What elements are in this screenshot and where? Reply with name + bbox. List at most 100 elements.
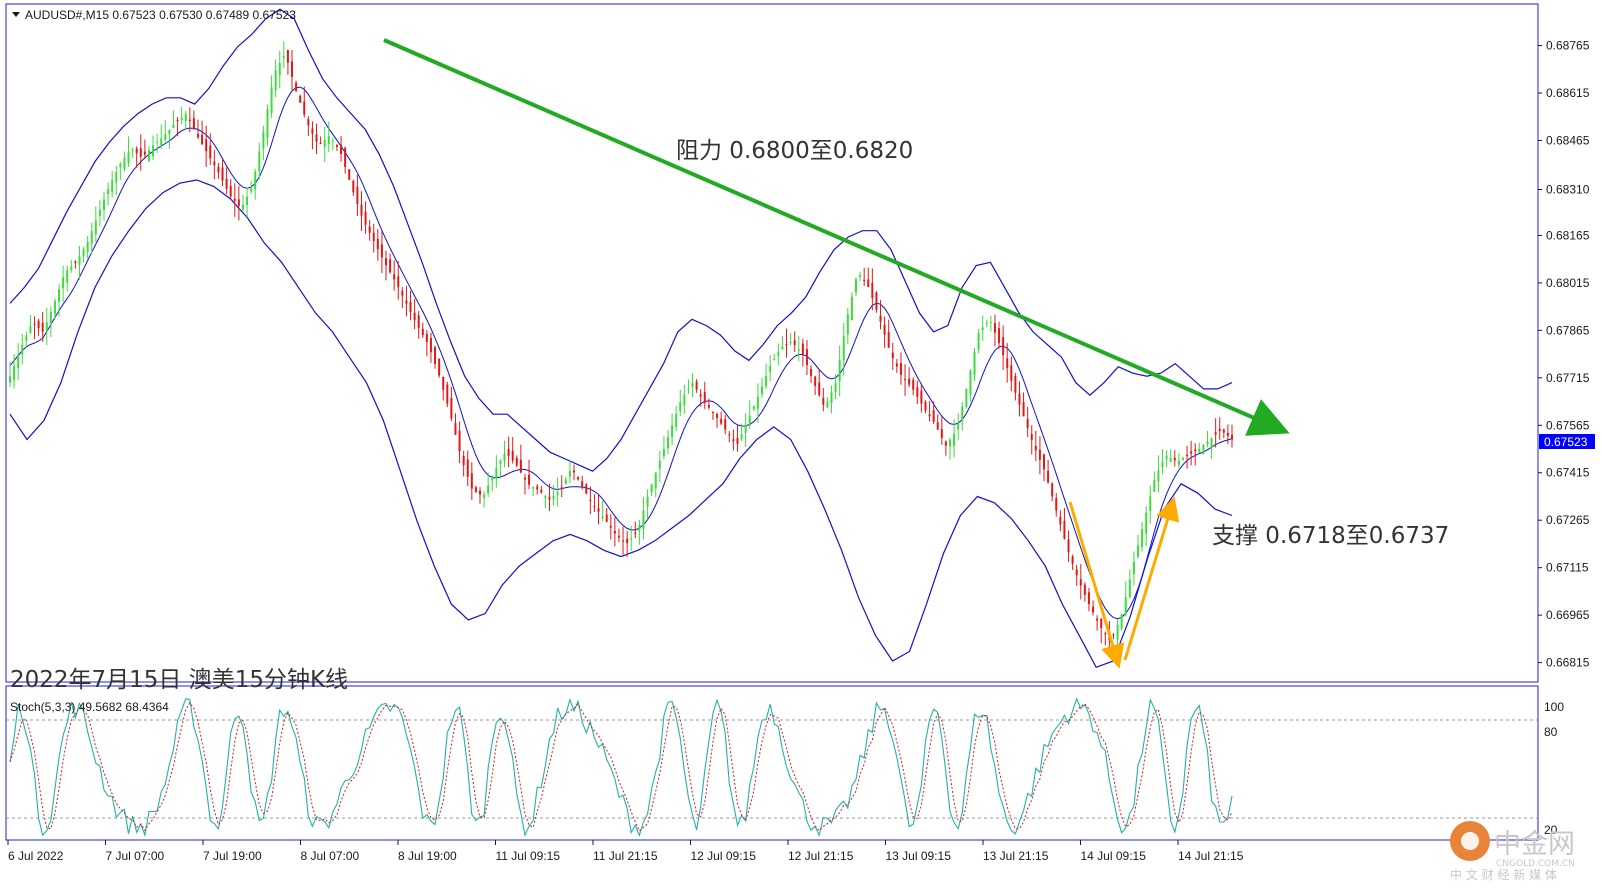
candle-body xyxy=(850,296,853,321)
candle-body xyxy=(1071,556,1074,564)
candle-body xyxy=(25,335,28,341)
candle-body xyxy=(675,413,678,428)
candle-body xyxy=(818,382,821,396)
candle-body xyxy=(499,460,502,464)
time-tick-label: 14 Jul 09:15 xyxy=(1081,849,1147,863)
candle-body xyxy=(1157,470,1160,482)
candle-body xyxy=(90,231,93,244)
candle-body xyxy=(147,150,150,161)
candle-body xyxy=(37,320,40,329)
candle-body xyxy=(846,314,849,335)
collapse-triangle-icon[interactable] xyxy=(12,12,20,17)
candle-body xyxy=(642,510,645,530)
watermark: 中金网 CNGOLD.COM.CN 中 文 财 经 新 媒 体 xyxy=(1450,821,1575,882)
candle-body xyxy=(299,95,302,103)
candle-body xyxy=(769,365,772,372)
candle-body xyxy=(834,382,837,393)
stoch-level-20-label: 20 xyxy=(1544,823,1558,837)
candle-body xyxy=(254,171,257,190)
candle-body xyxy=(626,538,629,544)
candle-body xyxy=(973,351,976,376)
candle-body xyxy=(523,477,526,480)
candle-body xyxy=(667,437,669,449)
price-tick-label: 0.67115 xyxy=(1546,561,1589,575)
candle-body xyxy=(135,148,138,154)
candle-body xyxy=(916,387,919,397)
candle-body xyxy=(875,292,878,310)
resistance-trend-arrow xyxy=(383,38,1290,436)
candle-body xyxy=(237,199,240,206)
stoch-main-line xyxy=(9,697,1233,838)
candle-body xyxy=(1128,579,1131,597)
candle-body xyxy=(597,508,600,512)
candle-body xyxy=(1026,418,1029,429)
candle-body xyxy=(393,274,396,280)
candle-body xyxy=(13,365,16,380)
candle-body xyxy=(1194,449,1197,452)
candle-body xyxy=(871,282,874,299)
candle-body xyxy=(442,376,445,390)
candle-body xyxy=(262,131,265,149)
candle-body xyxy=(1116,624,1119,640)
candle-body xyxy=(838,359,841,382)
candle-body xyxy=(797,349,800,351)
candle-body xyxy=(613,530,616,534)
candle-body xyxy=(1087,592,1090,605)
candle-body xyxy=(295,82,298,91)
candle-body xyxy=(826,401,829,408)
candle-body xyxy=(188,119,191,121)
candle-body xyxy=(654,472,657,489)
candle-body xyxy=(41,322,44,332)
candle-body xyxy=(711,412,714,414)
price-tick-label: 0.67265 xyxy=(1546,513,1590,527)
candle-body xyxy=(201,134,204,145)
candle-body xyxy=(1190,451,1193,454)
candle-body xyxy=(1206,441,1209,445)
stochastic-lines xyxy=(9,697,1233,838)
candle-body xyxy=(86,241,89,253)
candle-body xyxy=(1186,454,1189,456)
candle-body xyxy=(33,323,36,325)
time-tick-label: 8 Jul 07:00 xyxy=(301,849,360,863)
candle-body xyxy=(830,392,833,404)
candle-body xyxy=(969,370,972,394)
support-label: 支撑 0.6718至0.6737 xyxy=(1212,523,1449,549)
candle-body xyxy=(855,279,857,293)
time-tick-label: 13 Jul 21:15 xyxy=(983,849,1049,863)
candle-body xyxy=(716,413,719,418)
candle-body xyxy=(233,198,236,202)
candle-body xyxy=(699,394,702,397)
candle-body xyxy=(487,485,490,494)
candle-body xyxy=(180,117,183,121)
time-tick-label: 8 Jul 19:00 xyxy=(398,849,457,863)
candle-body xyxy=(936,422,939,430)
candle-body xyxy=(536,486,539,490)
candle-body xyxy=(131,149,134,151)
candle-body xyxy=(286,50,289,63)
candle-body xyxy=(413,312,416,321)
candle-body xyxy=(736,438,739,444)
stoch-label: Stoch(5,3,3) 49.5682 68.4364 xyxy=(10,700,169,714)
candle-body xyxy=(1075,569,1078,576)
candle-body xyxy=(1120,614,1123,629)
candle-body xyxy=(605,514,608,522)
candle-body xyxy=(908,378,911,385)
candle-body xyxy=(622,540,625,542)
candle-body xyxy=(291,61,293,77)
candle-body xyxy=(348,169,351,180)
candle-body xyxy=(274,69,277,91)
price-tick-label: 0.68615 xyxy=(1546,86,1590,100)
candle-body xyxy=(1141,529,1144,548)
candle-body xyxy=(139,148,142,157)
candle-body xyxy=(1210,438,1213,448)
candle-body xyxy=(454,423,457,435)
candle-body xyxy=(446,384,449,404)
candle-body xyxy=(29,326,32,333)
candle-body xyxy=(66,269,69,283)
candle-body xyxy=(17,355,20,368)
candlesticks xyxy=(9,41,1233,650)
down-arrow xyxy=(1068,501,1125,669)
candle-body xyxy=(213,161,216,166)
candle-body xyxy=(344,147,347,167)
candle-body xyxy=(724,419,727,430)
